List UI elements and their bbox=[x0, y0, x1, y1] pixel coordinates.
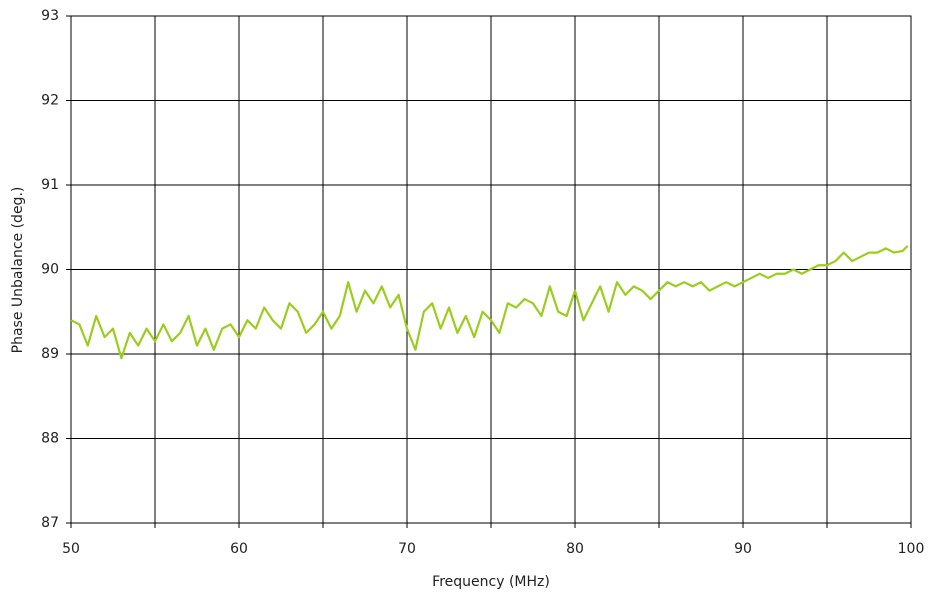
x-tick-label: 100 bbox=[898, 541, 925, 557]
data-line bbox=[70, 245, 909, 360]
x-tick-label: 80 bbox=[566, 541, 584, 557]
y-tick-label: 91 bbox=[41, 177, 59, 193]
x-axis-label: Frequency (MHz) bbox=[432, 574, 550, 590]
x-tick-label: 60 bbox=[230, 541, 248, 557]
y-tick-label: 93 bbox=[41, 8, 59, 24]
x-tick-label: 90 bbox=[734, 541, 752, 557]
y-tick-label: 87 bbox=[41, 515, 59, 531]
y-tick-label: 92 bbox=[41, 93, 59, 109]
y-axis-label: Phase Unbalance (deg.) bbox=[10, 187, 26, 354]
x-tick-label: 70 bbox=[398, 541, 416, 557]
y-tick-label: 90 bbox=[41, 262, 59, 278]
y-tick-label: 88 bbox=[41, 431, 59, 447]
y-tick-label: 89 bbox=[41, 346, 59, 362]
x-tick-label: 50 bbox=[62, 541, 80, 557]
